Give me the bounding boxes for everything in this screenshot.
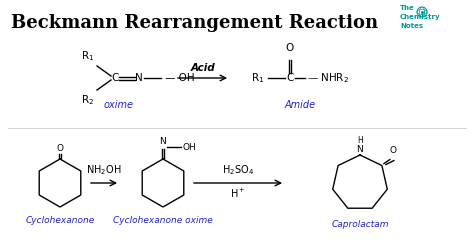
Text: OH: OH (183, 143, 197, 152)
Text: — OH: — OH (165, 73, 195, 83)
Text: H: H (357, 136, 363, 145)
Text: O: O (56, 144, 64, 153)
Text: $\mathregular{NH_2OH}$: $\mathregular{NH_2OH}$ (86, 163, 122, 177)
Text: oxime: oxime (104, 100, 134, 110)
Text: $\mathregular{H^+}$: $\mathregular{H^+}$ (230, 187, 246, 200)
Text: $\mathregular{R_1}$: $\mathregular{R_1}$ (81, 49, 94, 63)
Text: O: O (286, 43, 294, 53)
Text: C: C (286, 73, 294, 83)
Text: O: O (390, 146, 396, 155)
Text: Cyclohexanone: Cyclohexanone (26, 216, 95, 225)
Text: Amide: Amide (284, 100, 316, 110)
Text: $\mathregular{R_1}$: $\mathregular{R_1}$ (251, 71, 264, 85)
Text: Cyclohexanone oxime: Cyclohexanone oxime (113, 216, 213, 225)
Text: Beckmann Rearrangement Reaction: Beckmann Rearrangement Reaction (11, 14, 379, 32)
Text: N: N (135, 73, 143, 83)
Text: C: C (111, 73, 118, 83)
Text: Notes: Notes (400, 23, 423, 29)
Text: N: N (160, 137, 166, 146)
Text: Chemistry: Chemistry (400, 14, 441, 20)
Text: Acid: Acid (190, 63, 215, 73)
Text: $\mathregular{H_2SO_4}$: $\mathregular{H_2SO_4}$ (222, 163, 254, 177)
Text: $\mathregular{R_2}$: $\mathregular{R_2}$ (81, 93, 94, 107)
Text: — NHR$_2$: — NHR$_2$ (307, 71, 349, 85)
Text: Caprolactam: Caprolactam (331, 220, 389, 229)
Text: The: The (400, 5, 415, 11)
Text: N: N (356, 145, 364, 154)
